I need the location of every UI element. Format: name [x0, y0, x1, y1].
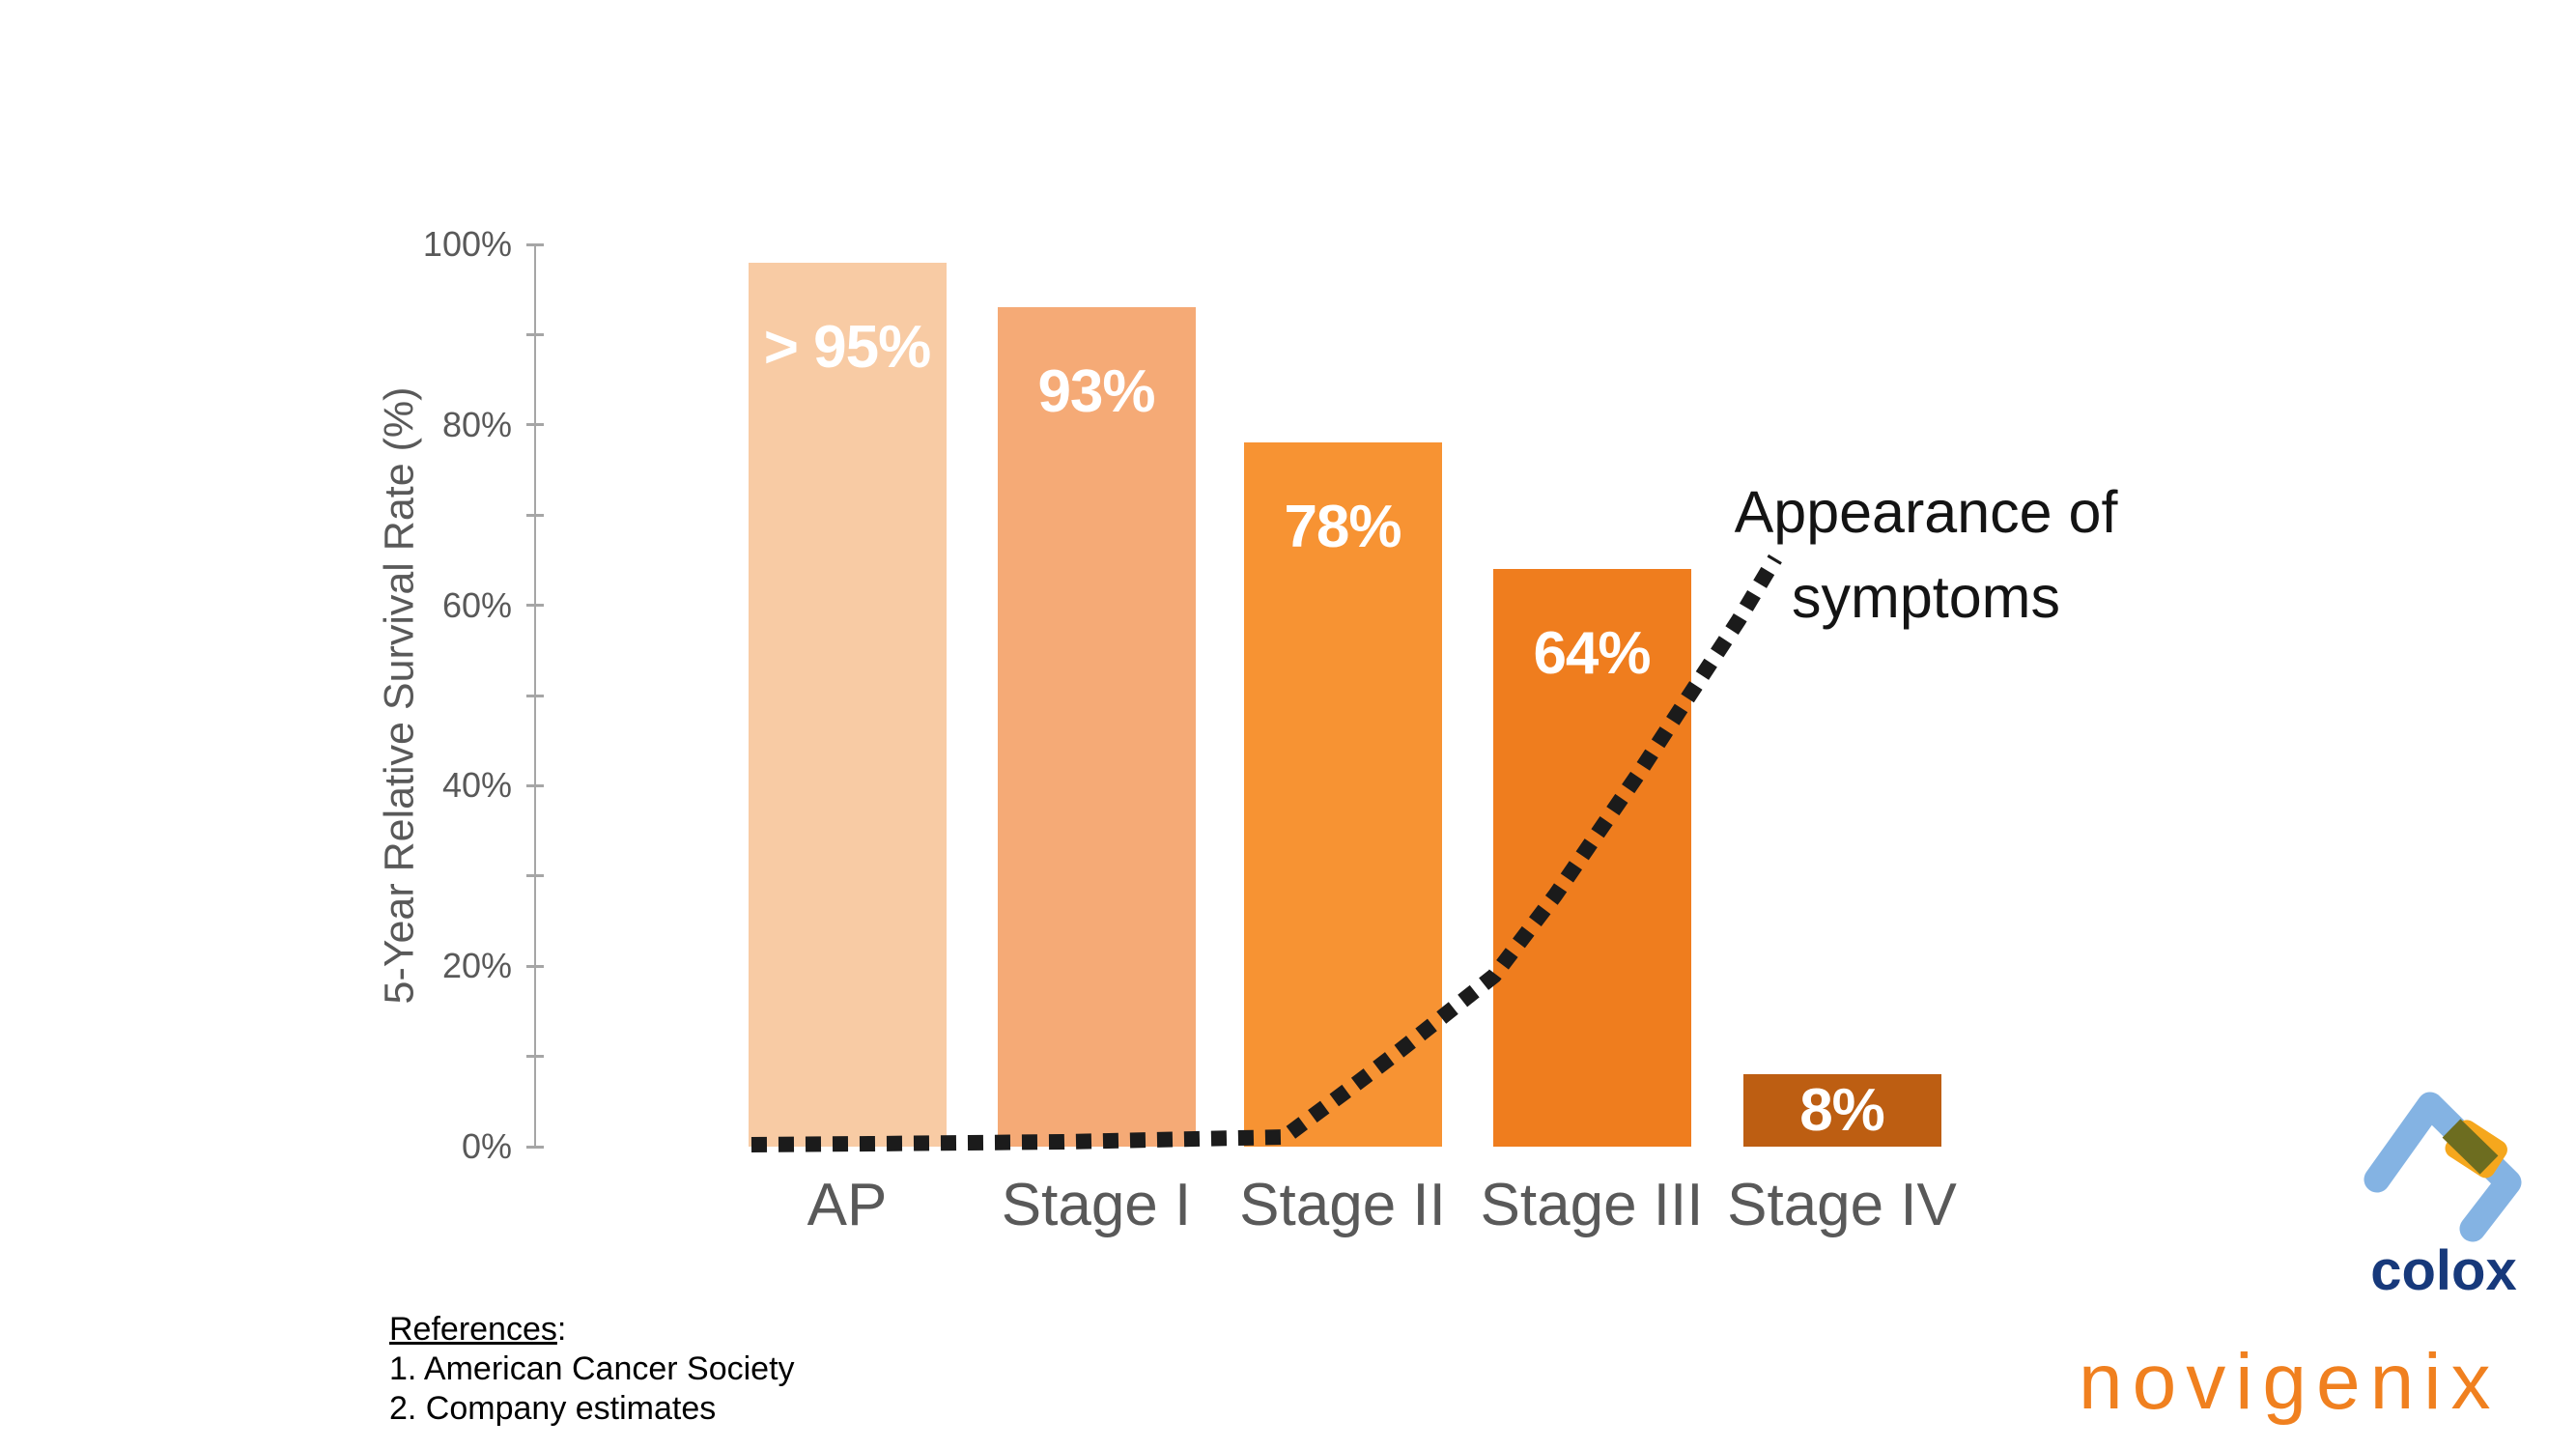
x-axis-label-stage-iv: Stage IV	[1727, 1172, 1957, 1238]
y-axis-tick-label: 40%	[441, 765, 512, 806]
bar-value-label-stage-i: 93%	[1037, 358, 1155, 426]
y-axis-tick-label: 20%	[441, 946, 512, 986]
x-axis-label-ap: AP	[807, 1172, 888, 1238]
bar-stage-i: 93%	[997, 307, 1196, 1147]
references-heading-text: References	[389, 1311, 557, 1348]
bar-stage-iii: 64%	[1492, 569, 1691, 1147]
colox-logo-icon	[2364, 1092, 2522, 1242]
bar-value-label-ap: > 95%	[763, 313, 932, 381]
x-axis-label-stage-ii: Stage II	[1239, 1172, 1446, 1238]
y-axis-tick	[526, 332, 544, 336]
annotation-appearance-of-symptoms: Appearance of symptoms	[1735, 469, 2118, 639]
x-axis-label-stage-iii: Stage III	[1480, 1172, 1704, 1238]
annotation-line-2: symptoms	[1792, 564, 2060, 630]
y-axis-tick	[526, 242, 544, 246]
novigenix-logo-wordmark: novigenix	[2079, 1338, 2501, 1426]
bar-stage-iv: 8%	[1742, 1074, 1941, 1147]
bar-ap: > 95%	[748, 262, 947, 1147]
colox-logo-wordmark: colox	[2370, 1239, 2517, 1302]
y-axis-tick	[526, 874, 544, 878]
y-axis-tick	[526, 604, 544, 608]
y-axis-tick	[526, 1055, 544, 1059]
references-heading: References:	[389, 1310, 795, 1350]
bar-value-label-stage-iii: 64%	[1533, 620, 1651, 688]
references-block: References: 1. American Cancer Society 2…	[389, 1310, 795, 1429]
reference-item: 1. American Cancer Society	[389, 1350, 795, 1387]
y-axis-tick	[526, 513, 544, 517]
y-axis-tick	[526, 964, 544, 968]
x-axis-label-stage-i: Stage I	[1001, 1172, 1192, 1238]
y-axis-tick	[526, 694, 544, 697]
y-axis-tick-label: 80%	[441, 404, 512, 444]
annotation-line-1: Appearance of	[1734, 479, 2118, 545]
reference-item: 2. Company estimates	[389, 1390, 717, 1427]
y-axis-tick-label: 60%	[441, 584, 512, 625]
bar-value-label-stage-iv: 8%	[1799, 1077, 1885, 1145]
bar-value-label-stage-ii: 78%	[1284, 494, 1401, 561]
y-axis-tick-label: 100%	[422, 224, 512, 264]
references-heading-colon: :	[556, 1311, 567, 1348]
bar-stage-ii: 78%	[1243, 442, 1442, 1147]
y-axis-tick	[526, 1145, 544, 1149]
y-axis-tick-label: 0%	[461, 1126, 512, 1166]
y-axis-tick	[526, 423, 544, 427]
y-axis-tick	[526, 783, 544, 787]
